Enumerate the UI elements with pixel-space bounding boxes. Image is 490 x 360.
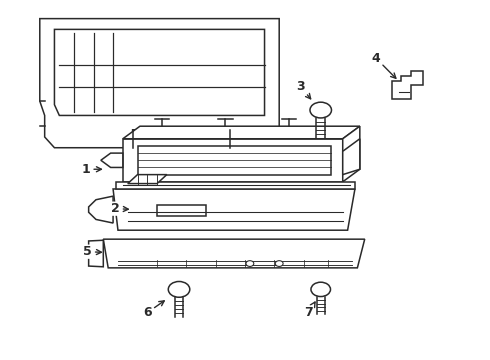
Text: 6: 6 [143, 301, 164, 319]
Circle shape [311, 282, 331, 297]
Polygon shape [123, 126, 360, 139]
Polygon shape [392, 71, 423, 99]
Text: 3: 3 [296, 80, 311, 99]
Text: 1: 1 [82, 163, 101, 176]
Polygon shape [40, 19, 279, 148]
Polygon shape [89, 240, 103, 267]
Circle shape [310, 102, 331, 118]
Text: 4: 4 [371, 51, 396, 78]
Polygon shape [113, 189, 355, 230]
Circle shape [246, 261, 254, 266]
Polygon shape [101, 153, 123, 167]
Polygon shape [116, 182, 355, 189]
Polygon shape [343, 139, 360, 175]
Polygon shape [103, 239, 365, 268]
Polygon shape [89, 196, 113, 223]
Circle shape [168, 282, 190, 297]
Polygon shape [343, 126, 360, 182]
Polygon shape [123, 139, 343, 182]
Polygon shape [128, 175, 167, 184]
Text: 7: 7 [304, 302, 315, 319]
Text: 5: 5 [83, 245, 101, 258]
Circle shape [275, 261, 283, 266]
Text: 2: 2 [111, 202, 128, 215]
